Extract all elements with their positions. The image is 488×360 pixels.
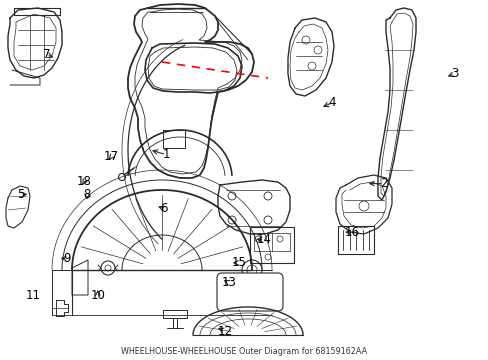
Text: WHEELHOUSE-WHEELHOUSE Outer Diagram for 68159162AA: WHEELHOUSE-WHEELHOUSE Outer Diagram for … bbox=[121, 347, 367, 356]
Text: 9: 9 bbox=[63, 252, 71, 265]
Text: 16: 16 bbox=[344, 226, 359, 239]
Text: 7: 7 bbox=[42, 48, 50, 61]
Text: 17: 17 bbox=[104, 150, 119, 163]
Text: 13: 13 bbox=[221, 276, 236, 289]
Text: 4: 4 bbox=[328, 96, 336, 109]
Text: 11: 11 bbox=[26, 289, 41, 302]
Text: 5: 5 bbox=[17, 188, 24, 201]
Text: 14: 14 bbox=[256, 233, 271, 246]
Text: 8: 8 bbox=[83, 188, 91, 201]
FancyBboxPatch shape bbox=[217, 273, 283, 311]
Text: 15: 15 bbox=[231, 256, 245, 269]
Text: 1: 1 bbox=[162, 148, 170, 161]
Text: 10: 10 bbox=[90, 289, 105, 302]
Text: 18: 18 bbox=[77, 175, 91, 188]
Text: 2: 2 bbox=[379, 177, 387, 190]
Text: 3: 3 bbox=[450, 67, 458, 80]
Text: 6: 6 bbox=[160, 202, 167, 215]
Text: 12: 12 bbox=[217, 325, 232, 338]
